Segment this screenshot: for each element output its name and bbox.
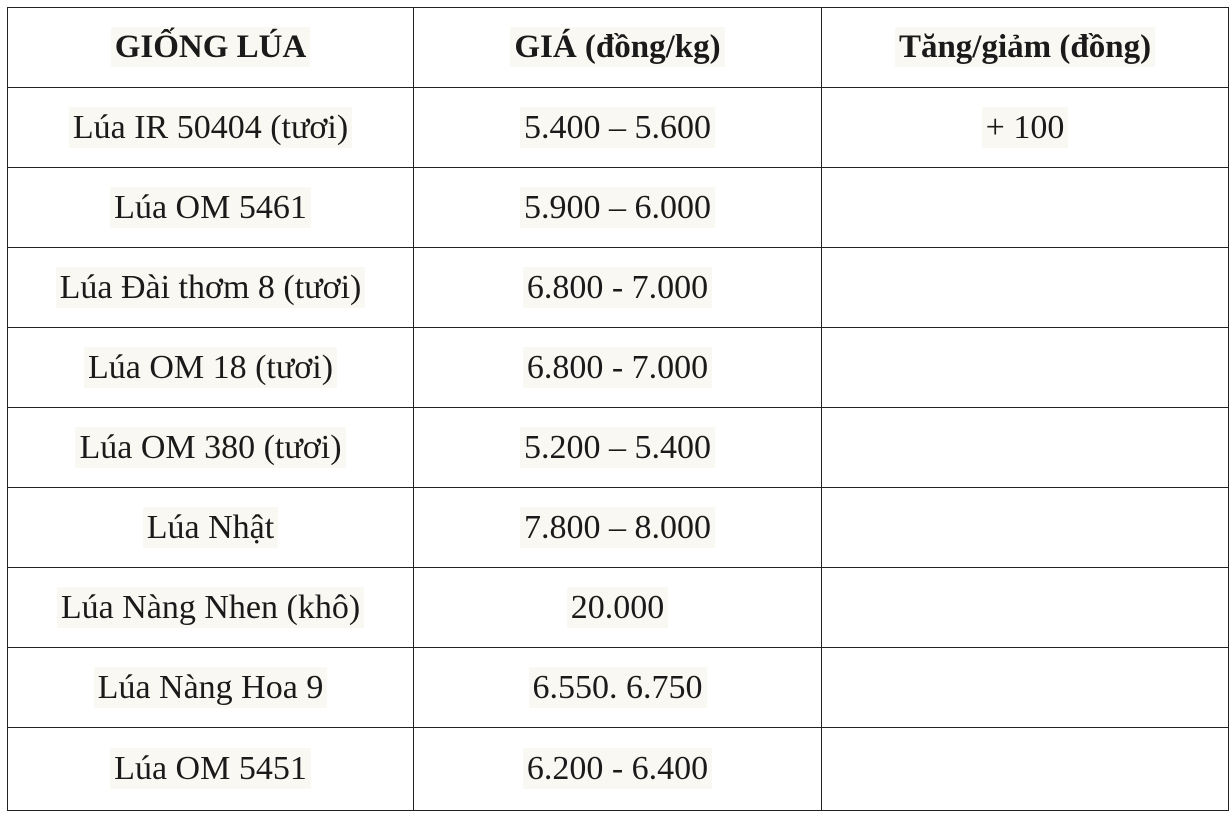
price-cell-text: 6.200 - 6.400: [522, 748, 713, 789]
variety-cell: Lúa Đài thơm 8 (tươi): [7, 247, 414, 328]
price-cell-text: 6.550. 6.750: [528, 666, 707, 708]
table-row: Lúa OM 380 (tươi) 5.200 – 5.400: [7, 407, 1229, 488]
table-row: Lúa Nàng Hoa 9 6.550. 6.750: [7, 647, 1229, 728]
variety-cell: Lúa OM 18 (tươi): [7, 327, 414, 408]
change-cell: [821, 487, 1229, 568]
header-row: GIỐNG LÚA GIÁ (đồng/kg) Tăng/giảm (đồng): [7, 7, 1229, 88]
variety-cell-text: Lúa OM 380 (tươi): [75, 426, 346, 468]
price-cell: 5.400 – 5.600: [413, 87, 822, 168]
change-cell: [821, 647, 1229, 728]
price-cell-text: 5.400 – 5.600: [520, 106, 715, 148]
variety-cell-text: Lúa OM 5451: [110, 748, 311, 789]
price-cell: 5.200 – 5.400: [413, 407, 822, 488]
table-row: Lúa IR 50404 (tươi) 5.400 – 5.600 + 100: [7, 87, 1229, 168]
header-cell: GIỐNG LÚA: [7, 7, 414, 88]
variety-cell-text: Lúa Nàng Nhen (khô): [56, 586, 365, 628]
variety-cell: Lúa Nàng Hoa 9: [7, 647, 414, 728]
variety-cell-text: Lúa IR 50404 (tươi): [68, 106, 353, 148]
price-cell: 6.800 - 7.000: [413, 327, 822, 408]
table-row: Lúa Nhật 7.800 – 8.000: [7, 487, 1229, 568]
change-cell: [821, 567, 1229, 648]
variety-cell-text: Lúa OM 18 (tươi): [83, 346, 338, 388]
header-cell-text: GIÁ (đồng/kg): [510, 27, 725, 67]
variety-cell-text: Lúa OM 5461: [110, 186, 311, 228]
price-cell-text: 20.000: [566, 586, 669, 628]
change-cell: + 100: [821, 87, 1229, 168]
change-cell: [821, 247, 1229, 328]
price-cell: 6.200 - 6.400: [413, 727, 822, 811]
change-cell: [821, 327, 1229, 408]
change-cell: [821, 167, 1229, 248]
variety-cell-text: Lúa Đài thơm 8 (tươi): [55, 266, 366, 308]
table-row: Lúa OM 5461 5.900 – 6.000: [7, 167, 1229, 248]
price-cell-text: 5.200 – 5.400: [520, 426, 715, 468]
variety-cell: Lúa OM 5461: [7, 167, 414, 248]
header-cell: GIÁ (đồng/kg): [413, 7, 822, 88]
price-cell: 6.800 - 7.000: [413, 247, 822, 328]
price-cell-text: 7.800 – 8.000: [520, 506, 715, 548]
table-body: Lúa IR 50404 (tươi) 5.400 – 5.600 + 100 Lúa…: [7, 87, 1229, 811]
price-cell: 7.800 – 8.000: [413, 487, 822, 568]
price-cell-text: 5.900 – 6.000: [520, 186, 715, 228]
price-cell: 6.550. 6.750: [413, 647, 822, 728]
header-cell-text: GIỐNG LÚA: [110, 27, 311, 67]
table-row: Lúa OM 5451 6.200 - 6.400: [7, 727, 1229, 811]
variety-cell: Lúa Nhật: [7, 487, 414, 568]
price-cell-text: 6.800 - 7.000: [522, 346, 713, 388]
table-row: Lúa Đài thơm 8 (tươi) 6.800 - 7.000: [7, 247, 1229, 328]
change-cell: [821, 407, 1229, 488]
price-table: GIỐNG LÚA GIÁ (đồng/kg) Tăng/giảm (đồng) L…: [7, 7, 1229, 811]
variety-cell: Lúa OM 380 (tươi): [7, 407, 414, 488]
table-row: Lúa OM 18 (tươi) 6.800 - 7.000: [7, 327, 1229, 408]
variety-cell-text: Lúa Nhật: [142, 506, 279, 548]
price-cell-text: 6.800 - 7.000: [522, 266, 713, 308]
change-cell-text: + 100: [981, 106, 1069, 148]
change-cell: [821, 727, 1229, 811]
variety-cell-text: Lúa Nàng Hoa 9: [93, 666, 328, 708]
variety-cell: Lúa Nàng Nhen (khô): [7, 567, 414, 648]
price-cell: 5.900 – 6.000: [413, 167, 822, 248]
variety-cell: Lúa OM 5451: [7, 727, 414, 811]
table-row: Lúa Nàng Nhen (khô) 20.000: [7, 567, 1229, 648]
header-cell-text: Tăng/giảm (đồng): [894, 27, 1156, 67]
variety-cell: Lúa IR 50404 (tươi): [7, 87, 414, 168]
header-cell: Tăng/giảm (đồng): [821, 7, 1229, 88]
price-cell: 20.000: [413, 567, 822, 648]
